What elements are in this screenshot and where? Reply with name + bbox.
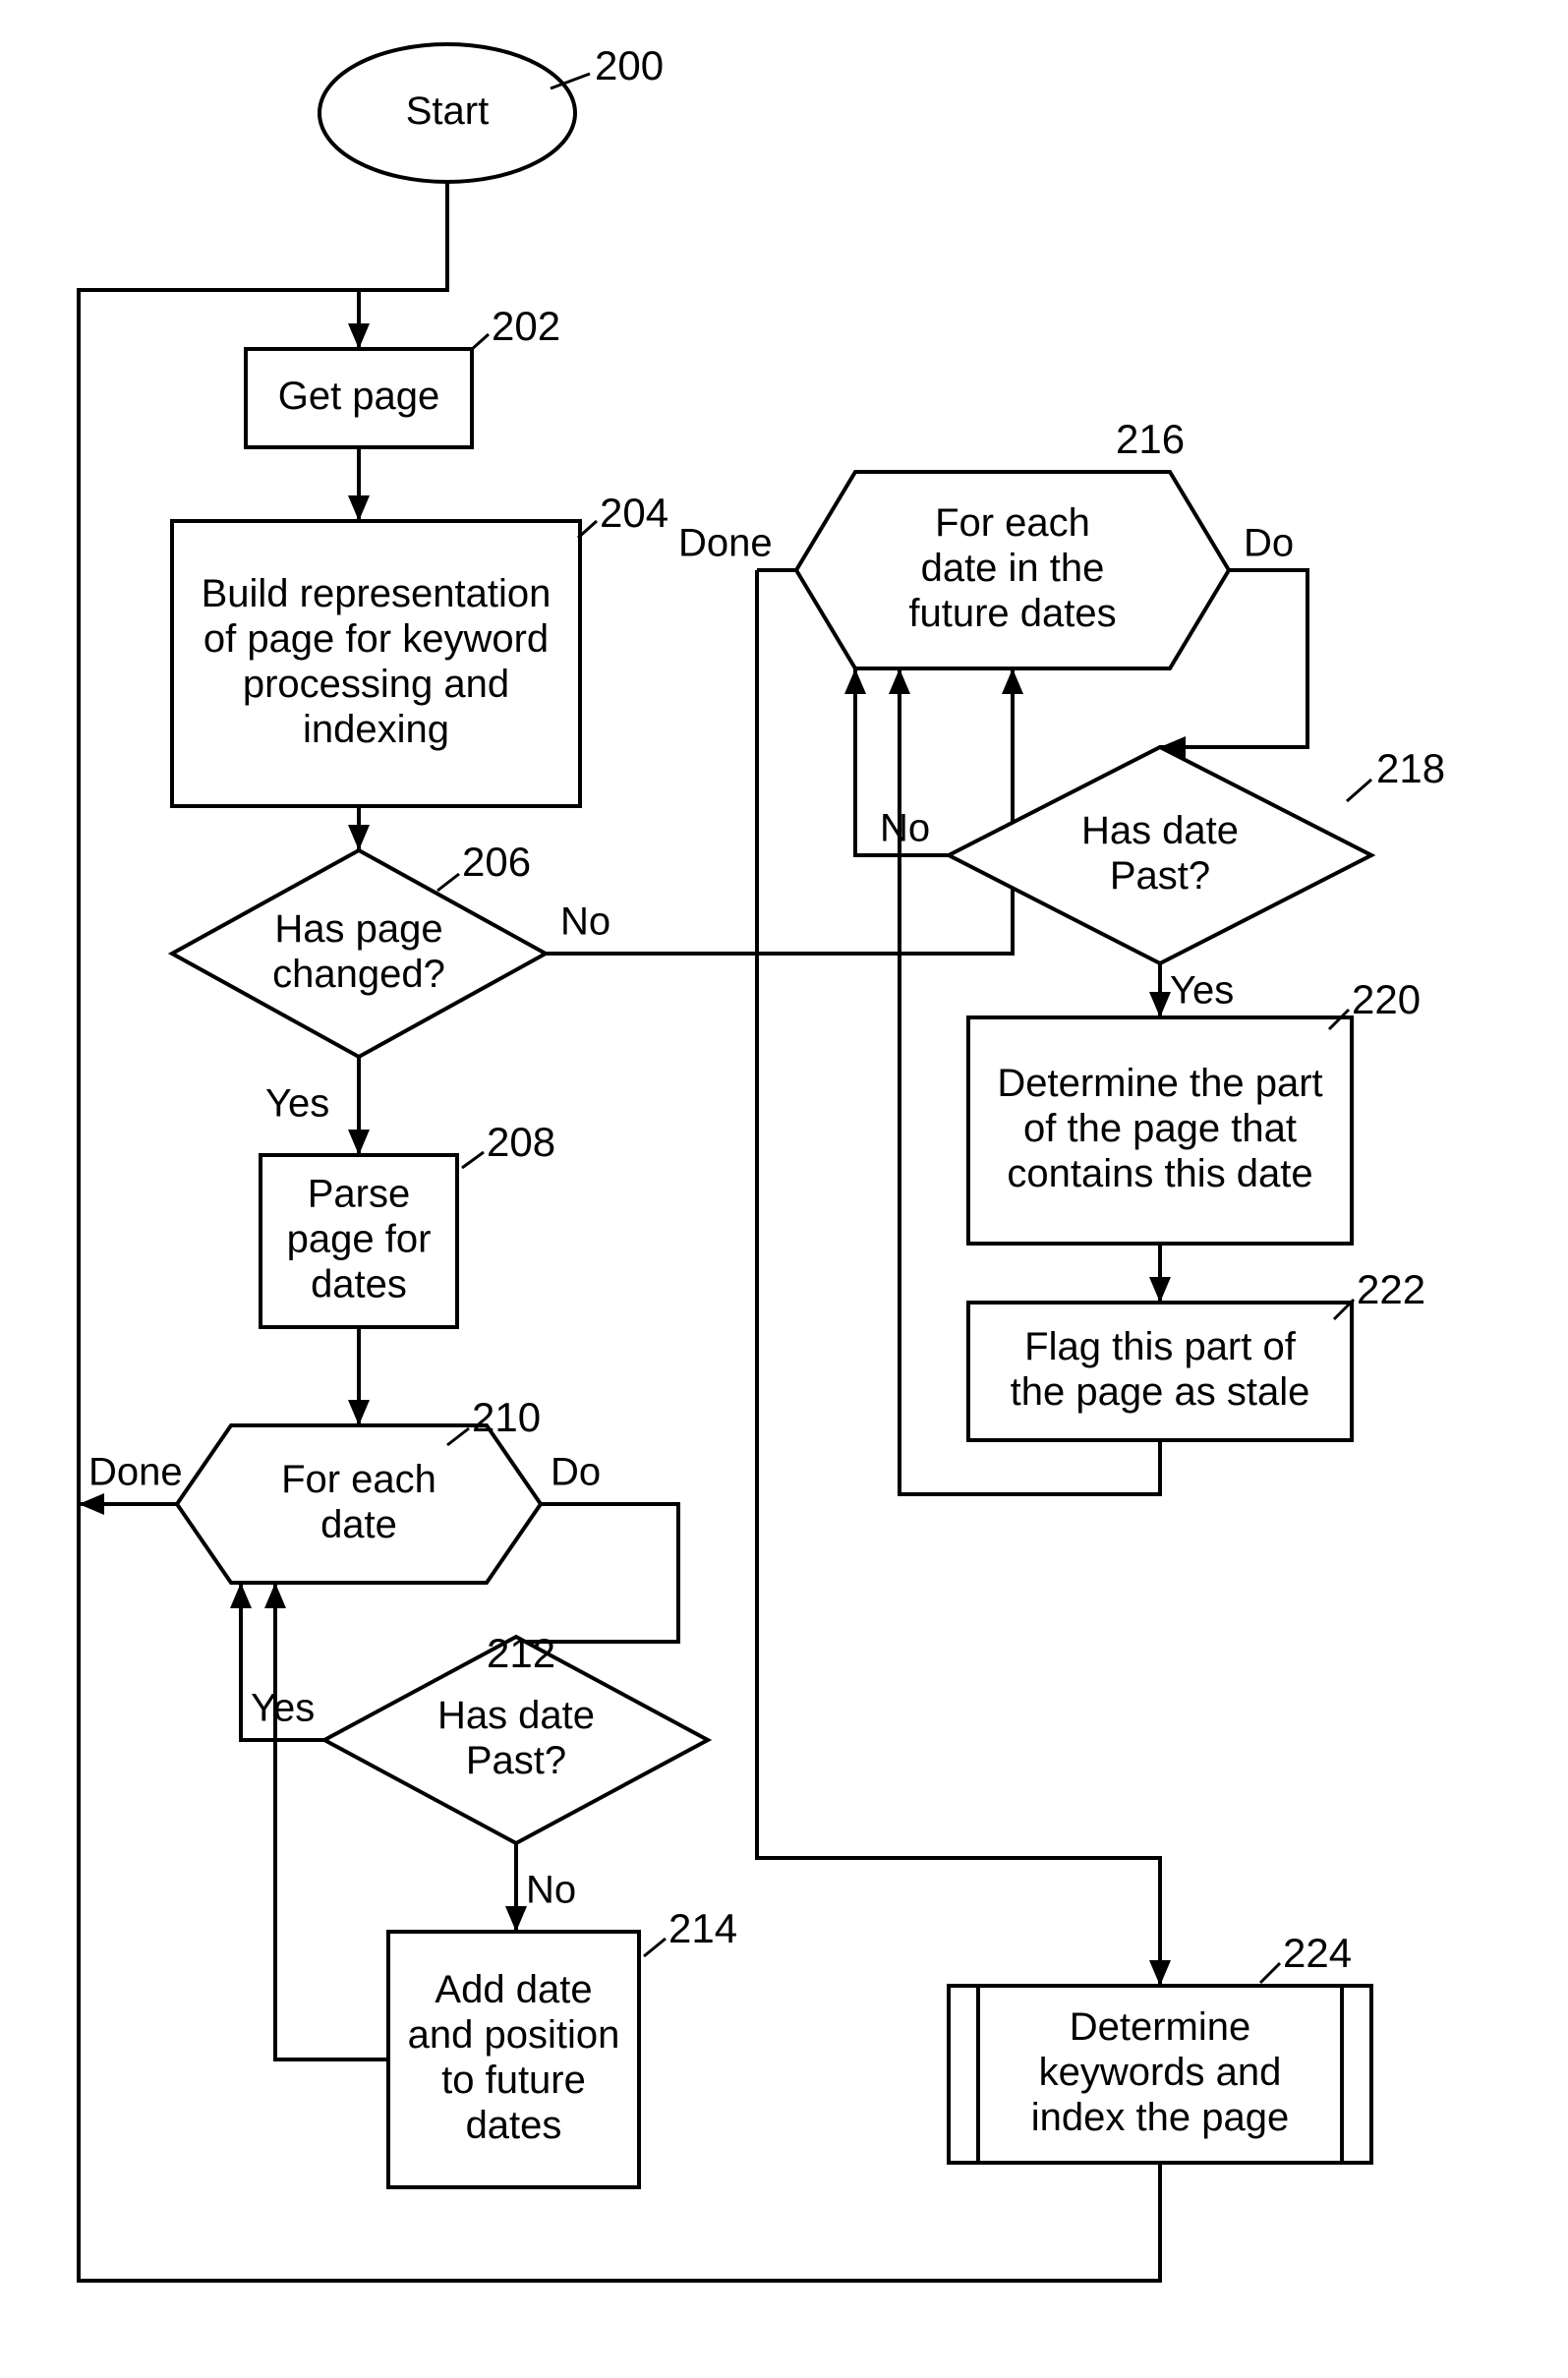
node-text-getpage: Get page	[278, 375, 440, 418]
ref-number-212: 212	[487, 1630, 555, 1676]
ref-number-214: 214	[668, 1905, 737, 1951]
ref-number-208: 208	[487, 1119, 555, 1165]
edge-9: Done	[79, 1451, 183, 1515]
node-foreach2: For eachdate in thefuture dates	[796, 472, 1229, 668]
edge-label-11: No	[560, 900, 610, 944]
node-keywords: Determinekeywords andindex the page	[949, 1986, 1371, 2163]
flowchart-svg: Yes Do Yes No Done No Do No Yes Done Start Get page…	[0, 0, 1568, 2378]
ref-number-200: 200	[595, 42, 664, 88]
node-parse: Parsepage fordates	[261, 1155, 457, 1327]
node-getpage: Get page	[246, 349, 472, 447]
node-foreach1: For eachdate	[177, 1425, 541, 1583]
node-text-foreach2: For eachdate in thefuture dates	[908, 501, 1116, 635]
ref-number-210: 210	[472, 1394, 541, 1440]
edge-label-17: Done	[678, 522, 773, 565]
node-flag: Flag this part ofthe page as stale	[968, 1303, 1352, 1440]
edge-label-14: Yes	[1170, 969, 1234, 1013]
edge-label-13: No	[880, 807, 930, 850]
edge-label-5: Do	[551, 1451, 601, 1494]
ref-number-204: 204	[600, 490, 668, 536]
edge-label-3: Yes	[265, 1082, 329, 1126]
ref-number-222: 222	[1357, 1266, 1425, 1312]
node-start: Start	[319, 44, 575, 182]
ref-number-220: 220	[1352, 976, 1421, 1022]
ref-number-216: 216	[1116, 416, 1185, 462]
ref-number-224: 224	[1283, 1930, 1352, 1976]
edge-label-6: Yes	[251, 1687, 315, 1730]
edge-label-9: Done	[88, 1451, 183, 1494]
ref-number-206: 206	[462, 839, 531, 885]
node-text-determine: Determine the partof the page thatcontai…	[997, 1062, 1322, 1195]
node-build: Build representationof page for keywordp…	[172, 521, 580, 806]
node-text-start: Start	[406, 89, 489, 133]
edge-label-7: No	[526, 1869, 576, 1912]
ref-number-202: 202	[492, 303, 560, 349]
node-determine: Determine the partof the page thatcontai…	[968, 1017, 1352, 1244]
flowchart-container: Yes Do Yes No Done No Do No Yes Done Start Get page…	[0, 0, 1568, 2378]
node-adddate: Add dateand positionto futuredates	[388, 1932, 639, 2187]
edge-label-12: Do	[1244, 522, 1294, 565]
ref-number-218: 218	[1376, 745, 1445, 791]
node-text-keywords: Determinekeywords andindex the page	[1031, 2005, 1289, 2139]
edge-14: Yes	[1149, 963, 1234, 1017]
